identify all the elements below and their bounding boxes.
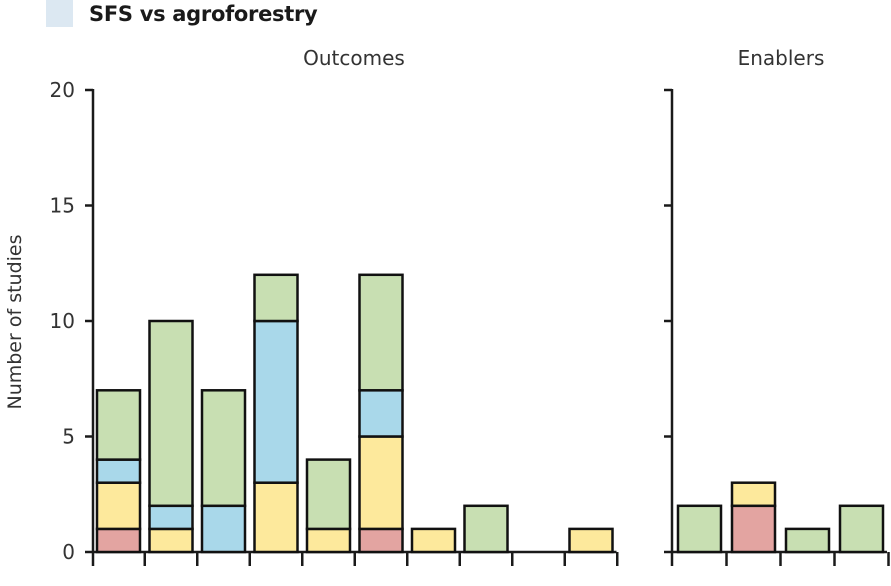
bar-segment-red xyxy=(358,527,404,554)
bar-segment-yellow xyxy=(568,527,614,554)
bar-segment-green xyxy=(148,319,194,508)
bar-segment-green xyxy=(95,389,142,461)
bar-segment-yellow xyxy=(95,481,142,531)
y-tick-label: 5 xyxy=(62,425,75,449)
bar-segment-blue xyxy=(358,389,404,438)
bar-segment-green xyxy=(253,273,299,323)
bar-segment-green xyxy=(676,504,723,554)
bar-segment-yellow xyxy=(410,527,457,554)
bar-segment-green xyxy=(358,273,404,392)
bar-segment-yellow xyxy=(148,527,194,554)
bar-segment-yellow xyxy=(305,527,352,554)
legend-label: SFS vs agroforestry xyxy=(89,2,318,26)
bar-segment-green xyxy=(784,527,831,554)
y-tick-label: 15 xyxy=(50,194,75,218)
bar-segment-green xyxy=(200,389,247,508)
bar-segment-red xyxy=(730,504,777,554)
panel-title: Outcomes xyxy=(303,46,405,70)
y-tick-label: 10 xyxy=(50,309,75,333)
bar-segment-red xyxy=(95,527,142,554)
legend-swatch xyxy=(46,0,73,27)
bar-segment-blue xyxy=(200,504,247,554)
bar-segment-blue xyxy=(253,319,299,484)
bar-segment-yellow xyxy=(730,481,777,508)
bar-segment-blue xyxy=(95,458,142,484)
bar-segment-green xyxy=(305,458,352,531)
y-axis-label: Number of studies xyxy=(4,234,26,409)
chart-panels: Outcomes 0 5 10 15 20 Enablers xyxy=(50,46,890,566)
panel-title: Enablers xyxy=(738,46,825,70)
bar-segment-yellow xyxy=(253,481,299,554)
y-tick-label: 0 xyxy=(62,540,75,564)
y-tick-label: 20 xyxy=(50,78,75,102)
bar-segment-blue xyxy=(148,504,194,531)
bar-segment-green xyxy=(838,504,885,554)
bar-segment-green xyxy=(463,504,509,554)
bar-segment-yellow xyxy=(358,435,404,531)
